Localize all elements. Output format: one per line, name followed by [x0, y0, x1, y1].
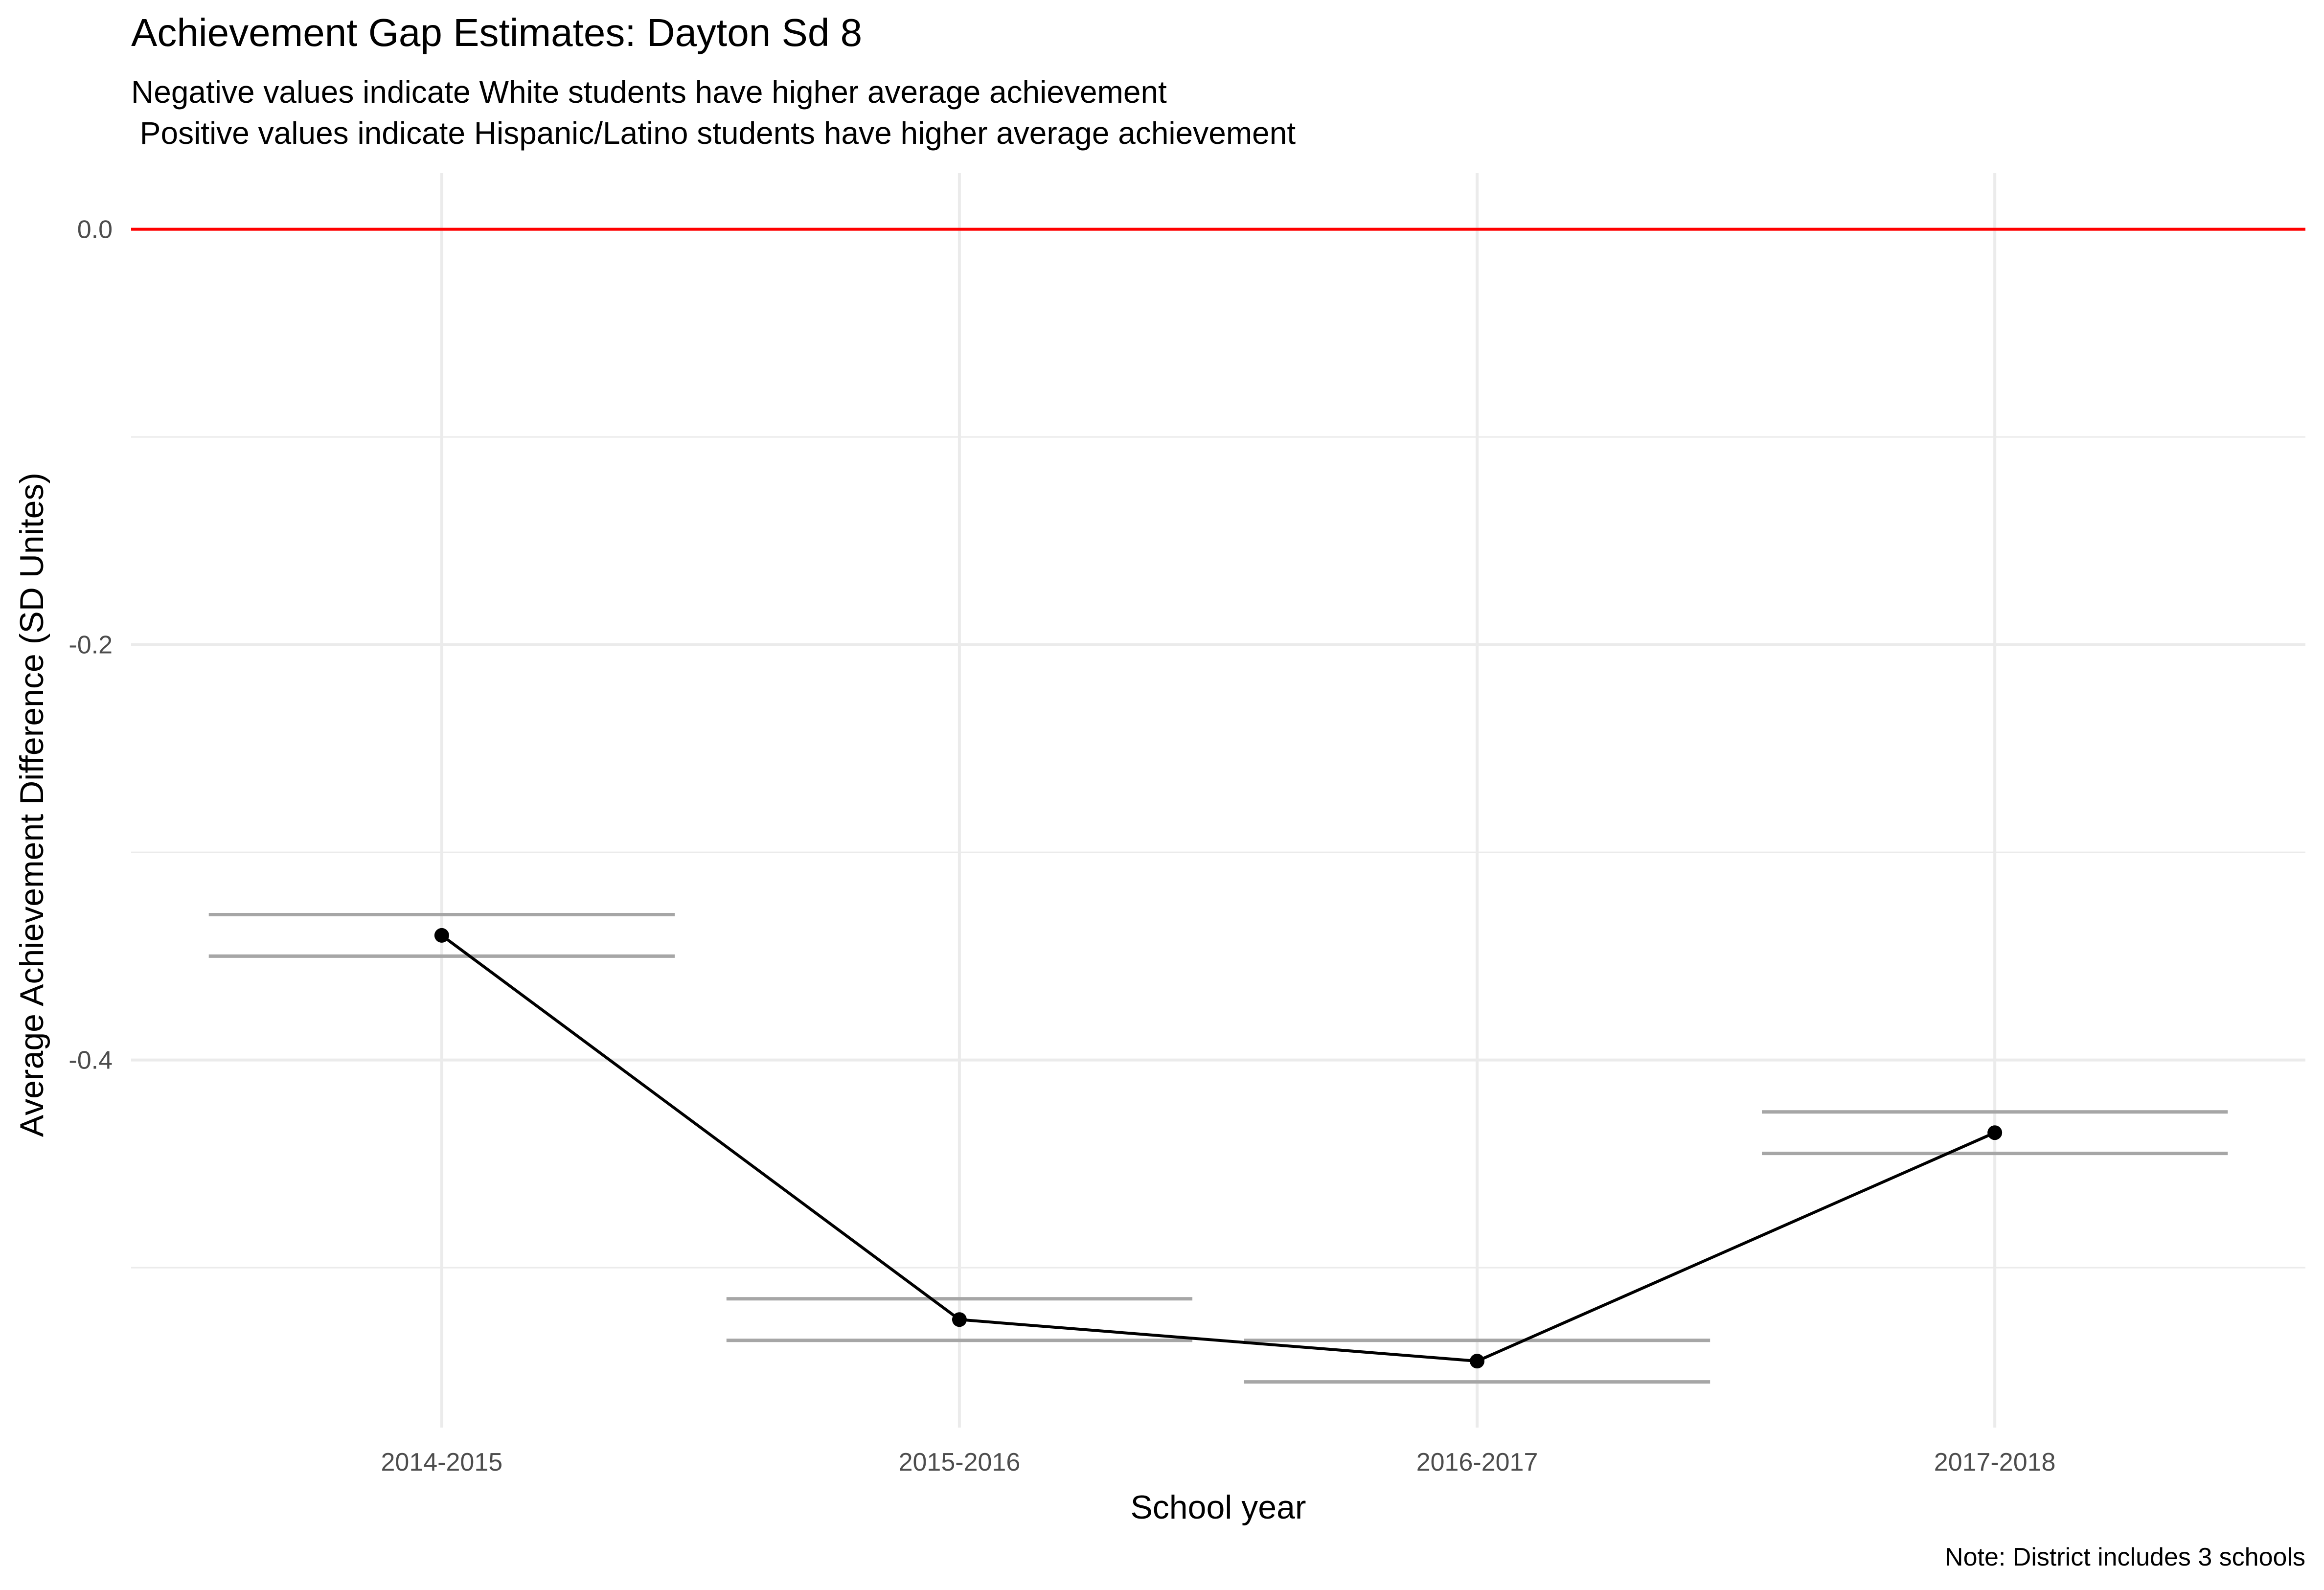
chart-title: Achievement Gap Estimates: Dayton Sd 8 [131, 11, 862, 54]
y-tick-label: -0.4 [68, 1046, 113, 1075]
data-point [1470, 1354, 1485, 1369]
y-tick-label: -0.2 [68, 631, 113, 659]
chart-subtitle-line-2: Positive values indicate Hispanic/Latino… [131, 115, 1296, 151]
series-line [441, 934, 1996, 1363]
series [434, 928, 2003, 1369]
data-point [434, 928, 449, 943]
data-point [952, 1312, 967, 1327]
axis-ticks: 0.0 -0.2 -0.4 2014-2015 2015-2016 2016-2017 20… [68, 216, 2055, 1476]
y-tick-label: 0.0 [77, 216, 113, 244]
data-point [1987, 1125, 2003, 1140]
y-axis-title: Average Achievement Difference (SD Unite… [13, 473, 50, 1137]
x-tick-label: 2017-2018 [1934, 1448, 2056, 1476]
error-bars [208, 912, 2228, 1384]
chart-subtitle-line-1: Negative values indicate White students … [131, 74, 1167, 110]
chart-caption: Note: District includes 3 schools [1945, 1543, 2305, 1571]
grid-lines [131, 173, 2305, 1428]
x-axis-title: School year [1130, 1489, 1306, 1526]
x-tick-label: 2014-2015 [381, 1448, 503, 1476]
x-tick-label: 2015-2016 [899, 1448, 1021, 1476]
x-tick-label: 2016-2017 [1416, 1448, 1538, 1476]
